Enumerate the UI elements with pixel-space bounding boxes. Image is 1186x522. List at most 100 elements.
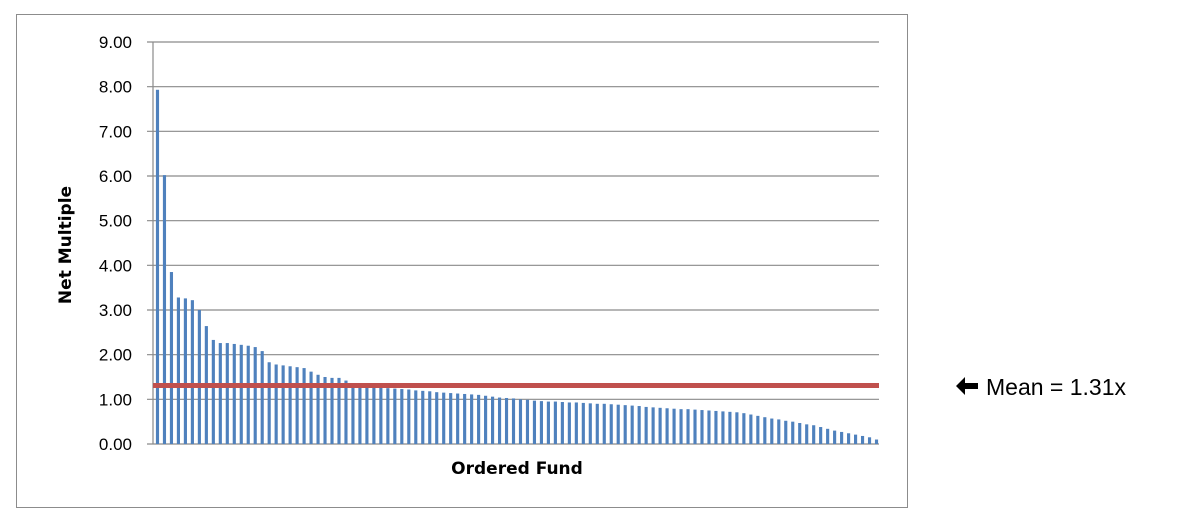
bar bbox=[246, 345, 250, 444]
bar bbox=[860, 435, 865, 444]
bar bbox=[281, 365, 285, 444]
bar bbox=[546, 401, 550, 444]
bar bbox=[840, 431, 844, 444]
bar bbox=[833, 430, 837, 444]
bar bbox=[442, 392, 446, 444]
y-tick-label: 2.00 bbox=[99, 346, 132, 365]
bar bbox=[344, 380, 348, 444]
bar bbox=[225, 343, 229, 444]
bar bbox=[560, 402, 564, 444]
bar bbox=[602, 403, 606, 444]
bar bbox=[805, 424, 809, 444]
bar bbox=[735, 412, 739, 444]
x-axis-title: Ordered Fund bbox=[451, 459, 583, 479]
y-tick-label: 3.00 bbox=[99, 301, 132, 320]
bar bbox=[742, 413, 746, 444]
bar bbox=[637, 406, 641, 444]
bar bbox=[728, 411, 732, 444]
bar bbox=[665, 408, 669, 444]
y-tick-labels: 0.00 1.00 2.00 3.00 4.00 5.00 6.00 7.00 8.00 9.00 bbox=[99, 33, 132, 454]
bar bbox=[421, 390, 425, 444]
y-tick-label: 7.00 bbox=[99, 122, 132, 141]
bar bbox=[763, 417, 767, 444]
bar bbox=[365, 385, 369, 444]
bars bbox=[155, 89, 879, 445]
bar bbox=[525, 399, 530, 444]
bar bbox=[288, 366, 292, 444]
bar bbox=[644, 406, 648, 444]
bar bbox=[630, 405, 634, 444]
bar bbox=[588, 403, 592, 444]
bar bbox=[295, 367, 299, 444]
bar bbox=[484, 395, 488, 444]
bar bbox=[756, 415, 760, 444]
bar bbox=[511, 398, 516, 444]
bar bbox=[567, 402, 571, 444]
bar bbox=[211, 339, 215, 444]
bar bbox=[693, 409, 697, 444]
bar bbox=[770, 418, 774, 444]
mean-annotation-text: Mean = 1.31x bbox=[986, 374, 1127, 400]
bar bbox=[477, 394, 481, 444]
bar bbox=[784, 420, 788, 444]
bar bbox=[532, 400, 537, 444]
bar bbox=[672, 408, 676, 444]
bar bbox=[791, 421, 795, 444]
y-tick-label: 5.00 bbox=[99, 212, 132, 231]
bar bbox=[798, 423, 802, 444]
bar bbox=[721, 411, 725, 444]
bar bbox=[497, 397, 502, 444]
bar bbox=[553, 401, 557, 444]
bar bbox=[190, 300, 194, 444]
bar bbox=[316, 374, 320, 444]
y-tick-label: 8.00 bbox=[99, 78, 132, 97]
bar bbox=[874, 439, 879, 444]
bar bbox=[714, 410, 718, 444]
bar bbox=[393, 388, 397, 444]
y-tick-label: 4.00 bbox=[99, 256, 132, 275]
bar bbox=[470, 394, 474, 444]
mean-annotation: Mean = 1.31x bbox=[956, 374, 1126, 401]
bar bbox=[155, 89, 160, 444]
bar bbox=[595, 403, 599, 444]
bar bbox=[253, 347, 257, 444]
y-tick-label: 6.00 bbox=[99, 167, 132, 186]
bar bbox=[449, 393, 453, 444]
bar bbox=[609, 404, 613, 444]
bar bbox=[162, 175, 167, 445]
y-tick-label: 0.00 bbox=[99, 435, 132, 454]
bar bbox=[616, 404, 620, 444]
bar bbox=[623, 405, 627, 444]
y-tick-label: 1.00 bbox=[99, 390, 132, 409]
bar bbox=[707, 410, 711, 444]
bar bbox=[337, 377, 341, 444]
y-tick-label: 9.00 bbox=[99, 33, 132, 52]
bar bbox=[183, 298, 187, 444]
bar bbox=[372, 386, 376, 444]
arrow-left-icon bbox=[956, 374, 978, 401]
bar bbox=[463, 393, 467, 444]
bar bbox=[867, 437, 872, 444]
bar bbox=[518, 399, 523, 444]
bar bbox=[351, 383, 355, 444]
bar bbox=[581, 402, 585, 444]
bar bbox=[302, 368, 306, 444]
bar bbox=[309, 371, 313, 444]
bar bbox=[456, 393, 460, 444]
bar bbox=[267, 362, 271, 444]
bar bbox=[749, 414, 753, 444]
bar bbox=[400, 389, 404, 444]
bar bbox=[435, 392, 439, 444]
bar bbox=[260, 351, 264, 444]
bar bbox=[239, 344, 243, 444]
bar bbox=[658, 407, 662, 444]
bar bbox=[414, 390, 418, 444]
y-axis-title: Net Multiple bbox=[56, 186, 76, 304]
bar bbox=[777, 419, 781, 444]
bar bbox=[323, 377, 327, 444]
bar bbox=[232, 343, 236, 444]
bar bbox=[197, 310, 201, 444]
bar bbox=[574, 402, 578, 444]
bar bbox=[847, 433, 851, 444]
